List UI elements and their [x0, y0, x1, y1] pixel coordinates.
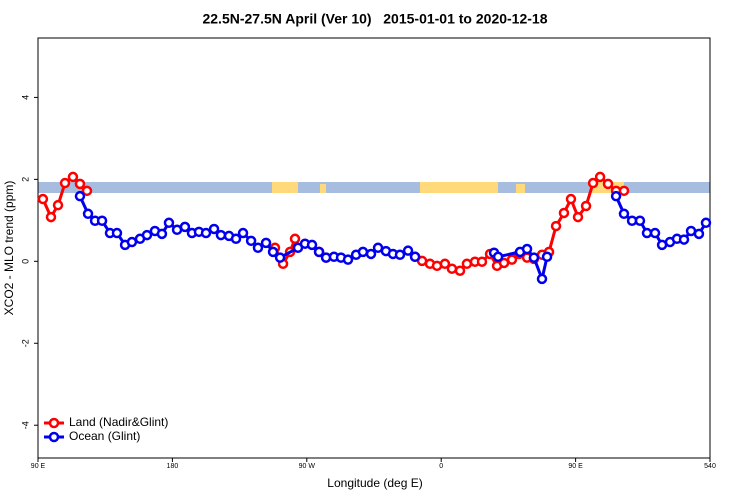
- x-tick-label: 540: [704, 463, 716, 470]
- data-point: [492, 251, 504, 263]
- land-strip: [272, 182, 298, 193]
- data-point: [274, 252, 286, 263]
- data-point: [580, 200, 592, 212]
- data-point: [267, 246, 279, 258]
- x-tick-label: 90 W: [299, 463, 316, 470]
- data-point: [82, 208, 94, 220]
- data-point: [402, 245, 414, 256]
- data-point: [156, 228, 168, 240]
- data-point: [306, 239, 318, 251]
- data-point: [700, 217, 712, 229]
- data-point: [587, 177, 599, 189]
- data-point: [536, 273, 548, 285]
- data-point: [230, 233, 242, 245]
- legend-marker: [48, 431, 60, 443]
- data-point: [394, 249, 406, 261]
- data-point: [572, 211, 584, 223]
- data-point: [96, 215, 108, 227]
- data-point: [260, 237, 272, 249]
- data-point: [67, 171, 79, 183]
- x-tick-label: 90 E: [31, 463, 46, 470]
- data-point: [550, 220, 562, 232]
- data-point: [141, 229, 153, 241]
- data-point: [461, 258, 473, 270]
- data-point: [237, 227, 249, 239]
- x-tick-label: 180: [167, 463, 179, 470]
- data-point: [59, 177, 71, 189]
- data-point: [649, 227, 661, 239]
- legend-marker: [48, 417, 60, 429]
- land-strip: [516, 184, 525, 193]
- legend: Land (Nadir&Glint)Ocean (Glint): [44, 415, 168, 443]
- data-point: [602, 178, 614, 190]
- data-point: [45, 211, 57, 223]
- y-tick-label: 0: [20, 259, 30, 264]
- data-point: [74, 190, 86, 202]
- ocean-strip: [38, 182, 710, 193]
- chart-title: 22.5N-27.5N April (Ver 10) 2015-01-01 to…: [202, 11, 547, 27]
- data-point: [610, 190, 622, 202]
- data-point: [634, 215, 646, 227]
- data-point: [678, 234, 690, 245]
- y-axis-title: XCO2 - MLO trend (ppm): [2, 181, 16, 316]
- land-strip: [420, 182, 498, 193]
- data-point: [163, 217, 175, 229]
- data-point: [558, 207, 570, 219]
- data-point: [446, 263, 458, 274]
- data-point: [409, 251, 421, 263]
- legend-label: Land (Nadir&Glint): [69, 415, 168, 429]
- data-point: [126, 236, 138, 248]
- data-point: [200, 227, 212, 239]
- data-point: [618, 185, 630, 197]
- data-point: [81, 185, 93, 197]
- land-strip: [320, 184, 326, 193]
- y-tick-label: 4: [20, 95, 30, 100]
- data-point: [74, 178, 86, 190]
- y-tick-label: -2: [20, 339, 30, 347]
- y-tick-label: 2: [20, 177, 30, 182]
- legend-label: Ocean (Glint): [69, 429, 140, 443]
- data-point: [476, 256, 488, 267]
- data-point: [313, 246, 325, 258]
- data-point: [594, 171, 606, 183]
- data-point: [565, 193, 577, 205]
- data-point: [506, 254, 518, 265]
- data-point: [521, 243, 533, 255]
- data-point: [357, 246, 369, 258]
- x-tick-label: 90 E: [568, 463, 583, 470]
- data-point: [641, 227, 653, 239]
- x-axis-title: Longitude (deg E): [327, 476, 422, 490]
- data-point: [215, 229, 227, 241]
- data-point: [245, 235, 257, 247]
- y-tick-label: -4: [20, 421, 30, 429]
- data-point: [618, 208, 630, 220]
- plot-frame: [37, 37, 711, 459]
- data-point: [208, 223, 220, 235]
- data-point: [179, 221, 191, 233]
- data-point: [365, 248, 377, 260]
- data-point: [693, 228, 705, 240]
- data-point: [541, 251, 553, 263]
- x-tick-label: 0: [439, 463, 443, 470]
- data-point: [342, 254, 354, 265]
- data-point: [528, 252, 540, 263]
- data-point: [52, 199, 64, 211]
- data-point: [111, 227, 123, 239]
- data-point: [37, 193, 49, 205]
- data-point: [252, 242, 264, 254]
- data-point: [454, 265, 466, 276]
- data-point: [439, 258, 451, 270]
- data-point: [289, 233, 301, 245]
